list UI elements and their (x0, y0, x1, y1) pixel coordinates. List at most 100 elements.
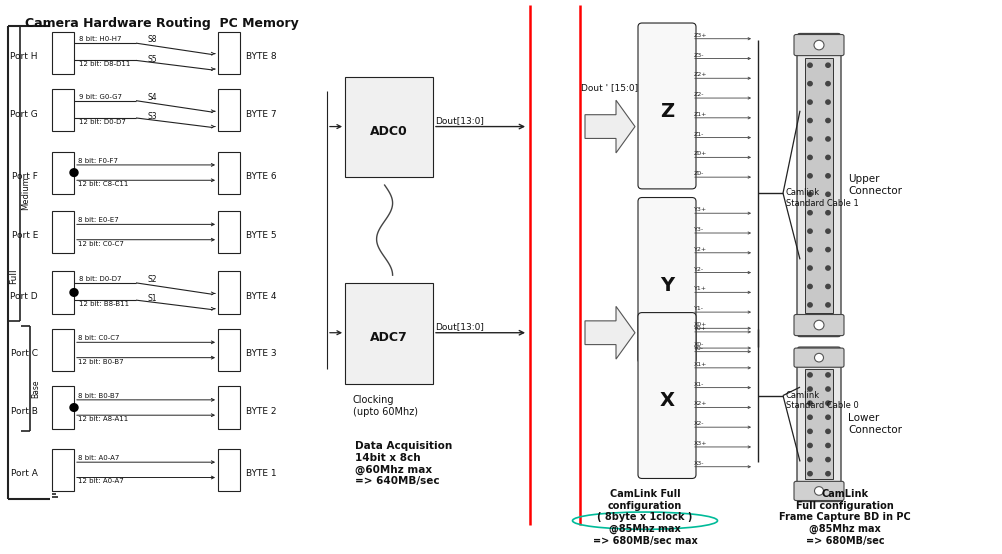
Text: 12 bit: A0-A7: 12 bit: A0-A7 (78, 479, 123, 485)
Bar (217, 211, 239, 253)
Circle shape (825, 401, 830, 405)
Text: Y3+: Y3+ (693, 207, 706, 212)
Text: CamLink Full
configuration
( 8byte x 1clock )
@85Mhz max
=> 680MB/sec max: CamLink Full configuration ( 8byte x 1cl… (592, 489, 696, 546)
Text: 12 bit: B0-B7: 12 bit: B0-B7 (78, 358, 123, 365)
Text: 12 bit: A8-A11: 12 bit: A8-A11 (78, 416, 128, 422)
Text: BYTE 5: BYTE 5 (245, 232, 277, 240)
Circle shape (825, 192, 830, 196)
Text: Port F: Port F (12, 172, 38, 181)
Text: 8 bit: D0-D7: 8 bit: D0-D7 (79, 276, 121, 282)
Text: 8 bit: H0-H7: 8 bit: H0-H7 (79, 36, 121, 42)
Text: Port H: Port H (10, 52, 38, 61)
Text: S8: S8 (148, 35, 157, 44)
Circle shape (807, 119, 812, 122)
Circle shape (807, 174, 812, 178)
Text: Y1+: Y1+ (693, 286, 706, 291)
Bar (345, 283, 433, 383)
Text: Base: Base (31, 379, 40, 398)
Text: X3-: X3- (693, 461, 703, 466)
Text: X2-: X2- (693, 421, 703, 426)
Circle shape (807, 155, 812, 160)
Circle shape (807, 373, 812, 377)
Bar (217, 32, 239, 74)
FancyBboxPatch shape (794, 481, 843, 500)
Circle shape (825, 119, 830, 122)
FancyBboxPatch shape (794, 315, 843, 336)
Circle shape (825, 458, 830, 461)
Circle shape (825, 429, 830, 433)
Circle shape (825, 155, 830, 160)
Text: ADC7: ADC7 (370, 331, 408, 344)
Text: BYTE 1: BYTE 1 (245, 469, 277, 478)
Text: S3: S3 (148, 112, 157, 121)
Text: Y: Y (659, 276, 673, 295)
Circle shape (807, 471, 812, 476)
Circle shape (807, 63, 812, 68)
FancyBboxPatch shape (794, 34, 843, 55)
Text: Lower
Connector: Lower Connector (847, 413, 901, 435)
FancyBboxPatch shape (637, 312, 695, 479)
Text: Z2-: Z2- (693, 92, 703, 97)
Text: Y2-: Y2- (693, 266, 703, 271)
Circle shape (807, 458, 812, 461)
Text: 12 bit: C8-C11: 12 bit: C8-C11 (78, 181, 128, 187)
Circle shape (825, 229, 830, 233)
Bar (217, 89, 239, 131)
Circle shape (807, 211, 812, 215)
Bar (805, 58, 833, 312)
Text: 12 bit: B8-B11: 12 bit: B8-B11 (79, 301, 129, 307)
Text: 8 bit: A0-A7: 8 bit: A0-A7 (78, 455, 119, 461)
Circle shape (807, 229, 812, 233)
Text: Camlink
Standard Cable 1: Camlink Standard Cable 1 (786, 188, 858, 208)
Text: Port B: Port B (11, 407, 38, 416)
Circle shape (70, 404, 78, 412)
Circle shape (825, 248, 830, 252)
Circle shape (807, 100, 812, 104)
Circle shape (825, 211, 830, 215)
Text: Port G: Port G (10, 110, 38, 119)
Circle shape (807, 81, 812, 86)
Circle shape (807, 387, 812, 391)
Text: Z3-: Z3- (693, 53, 703, 58)
Text: Y0+: Y0+ (693, 326, 706, 331)
Bar (52, 387, 74, 429)
Text: S2: S2 (148, 275, 157, 284)
Circle shape (825, 100, 830, 104)
Polygon shape (584, 306, 634, 359)
Text: Z0+: Z0+ (693, 151, 706, 156)
Text: Port C: Port C (11, 350, 38, 358)
Bar (805, 369, 833, 479)
Circle shape (825, 81, 830, 86)
Text: Z0-: Z0- (693, 171, 703, 176)
Circle shape (825, 303, 830, 307)
Bar (345, 76, 433, 177)
Text: CamLink
Full configuration
Frame Capture BD in PC
@85Mhz max
=> 680MB/sec: CamLink Full configuration Frame Capture… (779, 489, 910, 546)
Text: X1-: X1- (693, 382, 703, 387)
Text: X0-: X0- (693, 342, 703, 347)
Circle shape (807, 415, 812, 419)
Text: 8 bit: E0-E7: 8 bit: E0-E7 (78, 217, 118, 223)
FancyBboxPatch shape (797, 34, 840, 337)
Circle shape (807, 266, 812, 270)
Bar (217, 387, 239, 429)
Text: Port E: Port E (12, 232, 38, 240)
Text: Z1+: Z1+ (693, 112, 706, 117)
FancyBboxPatch shape (797, 347, 840, 501)
Bar (52, 32, 74, 74)
Text: X1+: X1+ (693, 362, 706, 367)
Circle shape (825, 387, 830, 391)
Text: Z3+: Z3+ (693, 33, 706, 38)
FancyBboxPatch shape (637, 198, 695, 363)
Text: Z: Z (659, 102, 673, 121)
Text: 12 bit: C0-C7: 12 bit: C0-C7 (78, 240, 124, 247)
Text: BYTE 8: BYTE 8 (245, 52, 277, 61)
Circle shape (807, 303, 812, 307)
Text: 8 bit: F0-F7: 8 bit: F0-F7 (78, 158, 118, 164)
Circle shape (825, 415, 830, 419)
Text: Y0-: Y0- (693, 346, 703, 351)
Text: ADC0: ADC0 (370, 125, 408, 138)
Text: Port D: Port D (10, 292, 38, 301)
Circle shape (825, 63, 830, 68)
Text: Y1-: Y1- (693, 306, 703, 311)
Circle shape (825, 266, 830, 270)
